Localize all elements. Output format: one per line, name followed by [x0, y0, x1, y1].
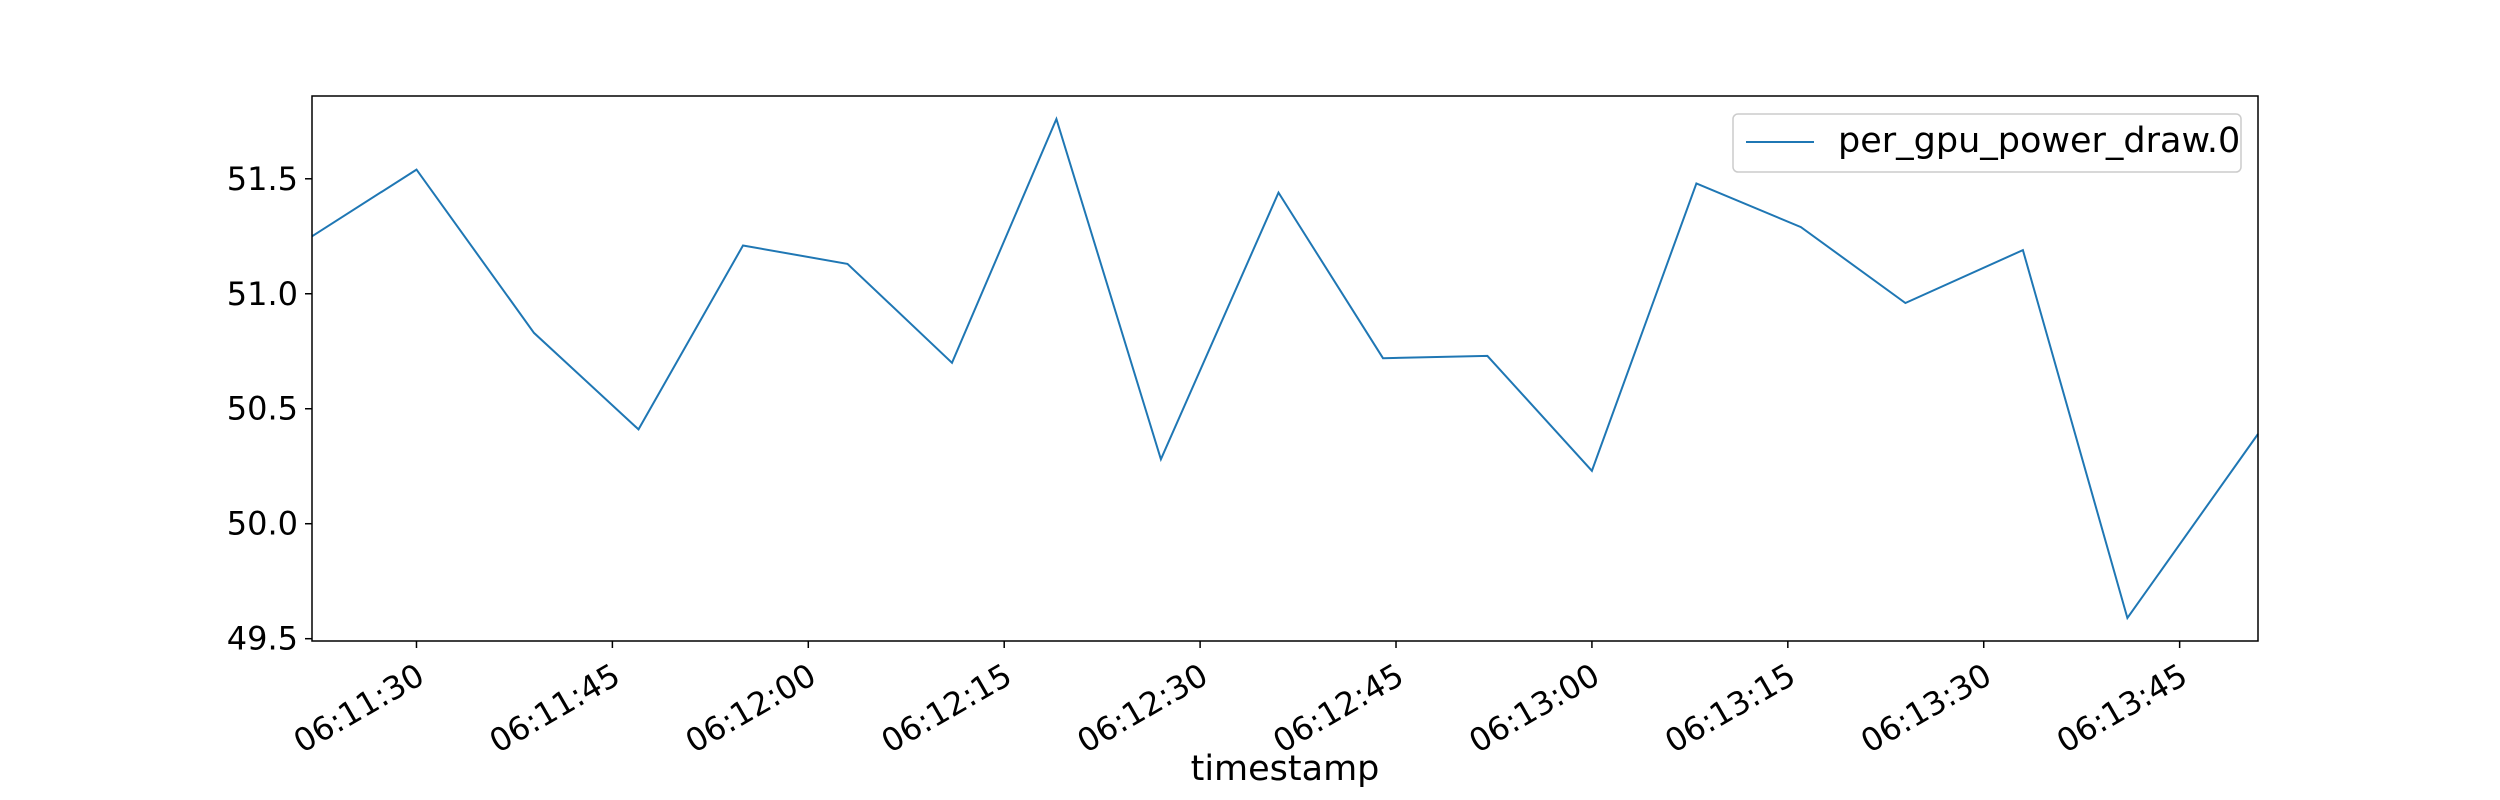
y-tick-label: 50.5 [227, 390, 298, 428]
series-layer [311, 116, 2259, 621]
legend-entry-label: per_gpu_power_draw.0 [1838, 121, 2240, 161]
x-axis-label: timestamp [1191, 749, 1380, 789]
legend: per_gpu_power_draw.0 [1732, 113, 2242, 173]
y-tick-label: 50.0 [227, 505, 298, 543]
plot-area-background [312, 96, 2258, 641]
y-tick-label: 49.5 [227, 620, 298, 658]
y-tick-label: 51.0 [227, 275, 298, 313]
series-line-0 [311, 116, 2259, 621]
plot-frame [311, 95, 2259, 642]
y-tick-label: 51.5 [227, 160, 298, 198]
legend-box [1732, 113, 2242, 173]
y-axis: 49.5 50.0 50.5 51.0 51.5 [227, 160, 312, 658]
